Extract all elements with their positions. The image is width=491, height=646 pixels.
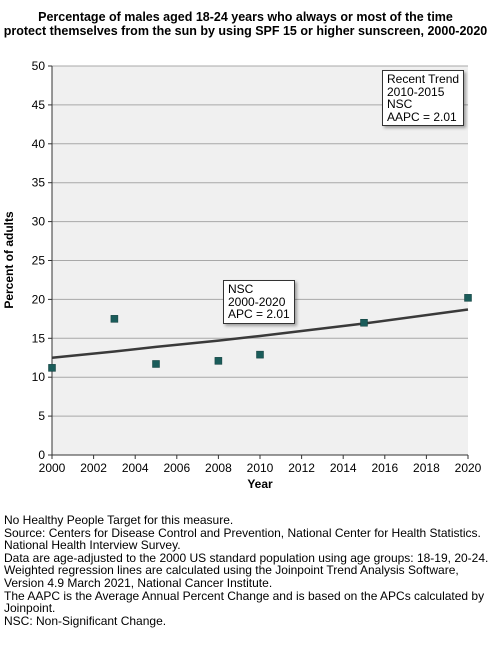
x-tick-label-2002: 2002 xyxy=(80,461,107,475)
recent-trend-line-4: AAPC = 2.01 xyxy=(387,109,457,124)
y-tick-label-20: 20 xyxy=(32,292,46,306)
y-tick-label-40: 40 xyxy=(32,137,46,151)
data-point-2010 xyxy=(256,350,264,359)
data-points xyxy=(48,294,472,372)
overall-trend-annotation: NSC 2000-2020 APC = 2.01 xyxy=(223,280,295,324)
x-tick-label-2000: 2000 xyxy=(39,461,66,475)
axes: 0 5 10 15 20 25 30 35 40 45 50 2000 2002 2004 2006 2008… xyxy=(32,59,482,475)
x-tick-label-2010: 2010 xyxy=(247,461,274,475)
footnote-regression: Weighted regression lines are calculated… xyxy=(4,563,459,590)
footnote-target: No Healthy People Target for this measur… xyxy=(4,513,234,527)
footnote-age-adjust: Data are age-adjusted to the 2000 US sta… xyxy=(4,550,489,565)
y-tick-label-30: 30 xyxy=(32,215,46,229)
x-tick-label-2012: 2012 xyxy=(288,461,315,475)
chart-title-line-2: protect themselves from the sun by using… xyxy=(3,24,488,38)
y-tick-label-0: 0 xyxy=(38,448,45,462)
recent-trend-line-1: Recent Trend xyxy=(387,72,460,86)
footnote-nsc: NSC: Non-Significant Change. xyxy=(4,613,167,628)
x-axis-label: Year xyxy=(247,477,273,491)
data-point-2003 xyxy=(110,315,119,323)
recent-trend-line-3: NSC xyxy=(387,97,413,112)
overall-trend-line-1: NSC xyxy=(228,282,254,296)
data-point-2008 xyxy=(214,357,223,365)
x-tick-label-2014: 2014 xyxy=(330,461,357,475)
y-tick-label-10: 10 xyxy=(32,370,46,384)
footnote-source: Source: Centers for Disease Control and … xyxy=(4,525,481,553)
footnotes: No Healthy People Target for this measur… xyxy=(4,514,490,627)
x-tick-label-2018: 2018 xyxy=(413,461,440,475)
y-tick-label-25: 25 xyxy=(32,254,46,268)
data-point-2015 xyxy=(360,318,368,327)
chart-plot: 0 5 10 15 20 25 30 35 40 45 50 2000 2002 2004 2006 2008… xyxy=(2,59,482,491)
y-tick-label-5: 5 xyxy=(38,409,45,423)
data-point-2020 xyxy=(464,294,472,302)
x-tick-label-2006: 2006 xyxy=(163,461,190,475)
x-tick-label-2020: 2020 xyxy=(455,461,482,475)
overall-trend-line-2: 2000-2020 xyxy=(228,294,286,309)
x-tick-label-2004: 2004 xyxy=(122,461,149,475)
recent-trend-line-2: 2010-2015 xyxy=(387,84,445,99)
y-tick-label-35: 35 xyxy=(32,176,46,190)
y-tick-label-50: 50 xyxy=(32,59,46,73)
data-point-2005 xyxy=(152,360,160,368)
chart-title: Percentage of males aged 18-24 years who… xyxy=(0,10,491,38)
recent-trend-annotation: Recent Trend 2010-2015 NSC AAPC = 2.01 xyxy=(382,70,465,127)
x-tick-label-2008: 2008 xyxy=(205,461,232,475)
y-tick-label-15: 15 xyxy=(32,331,46,345)
data-point-2000 xyxy=(48,364,56,372)
x-tick-label-2016: 2016 xyxy=(371,461,398,475)
y-axis-label: Percent of adults xyxy=(2,211,16,309)
footnote-aapc: The AAPC is the Average Annual Percent C… xyxy=(4,588,485,616)
y-tick-label-45: 45 xyxy=(32,98,46,112)
chart-title-line-1: Percentage of males aged 18-24 years who… xyxy=(38,10,453,24)
overall-trend-line-3: APC = 2.01 xyxy=(228,307,290,322)
